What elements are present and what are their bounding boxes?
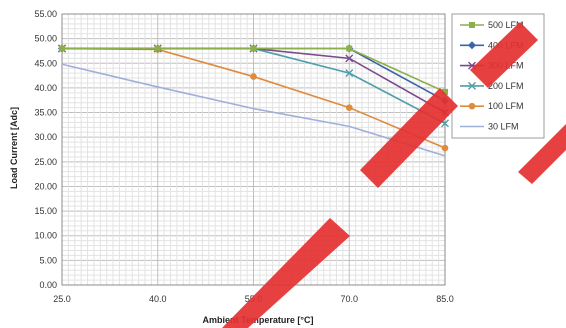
y-ticks: 0.00 5.00 10.00 15.00 20.00 25.00 30.00 35.00 40…: [34, 9, 57, 290]
legend-swatch-marker: [468, 41, 476, 50]
series-30-lfm: [61, 63, 446, 157]
data-point: [441, 144, 449, 152]
x-tick-label: 25.0: [53, 294, 71, 304]
y-tick-label: 55.00: [34, 9, 57, 19]
legend-label: 500 LFM: [488, 20, 524, 30]
legend-swatch-marker: [468, 102, 476, 110]
data-point: [345, 69, 354, 78]
legend-item: 30 LFM: [460, 122, 519, 132]
data-point: [442, 88, 448, 95]
y-tick-label: 45.00: [34, 58, 57, 68]
series-500-lfm: [59, 45, 448, 95]
series-lines: [58, 44, 449, 157]
x-tick-label: 70.0: [340, 294, 358, 304]
y-axis-title: Load Current [Adc]: [9, 107, 19, 189]
y-tick-label: 5.00: [39, 255, 57, 265]
watermark-band: [222, 218, 350, 328]
x-axis-title: Ambient Temperature [°C]: [203, 315, 314, 325]
y-tick-label: 20.00: [34, 181, 57, 191]
y-tick-label: 10.00: [34, 231, 57, 241]
watermark-stamp: [222, 22, 566, 328]
data-point: [154, 45, 161, 52]
data-point: [346, 45, 353, 52]
x-tick-label: 40.0: [149, 294, 167, 304]
legend-item: 500 LFM: [460, 20, 524, 30]
series-line: [61, 63, 446, 157]
data-point: [59, 45, 65, 52]
y-tick-label: 0.00: [39, 280, 57, 290]
legend-label: 200 LFM: [488, 81, 524, 91]
watermark-band: [518, 124, 566, 184]
legend-label: 30 LFM: [488, 122, 519, 132]
data-point: [250, 45, 257, 52]
y-tick-label: 25.00: [34, 157, 57, 167]
legend-item: 100 LFM: [460, 101, 524, 111]
x-tick-label: 85.0: [436, 294, 454, 304]
data-point: [345, 104, 353, 111]
legend-label: 100 LFM: [488, 101, 524, 111]
watermark-band: [470, 22, 538, 88]
y-tick-label: 30.00: [34, 132, 57, 142]
legend-swatch-marker: [468, 81, 476, 90]
y-tick-label: 40.00: [34, 83, 57, 93]
y-tick-label: 15.00: [34, 206, 57, 216]
watermark-band: [360, 88, 458, 188]
data-point: [345, 54, 354, 63]
y-tick-label: 50.00: [34, 34, 57, 44]
data-point: [250, 73, 257, 80]
legend-swatch-marker: [469, 22, 475, 28]
y-tick-label: 35.00: [34, 108, 57, 118]
legend-item: 200 LFM: [460, 81, 524, 91]
